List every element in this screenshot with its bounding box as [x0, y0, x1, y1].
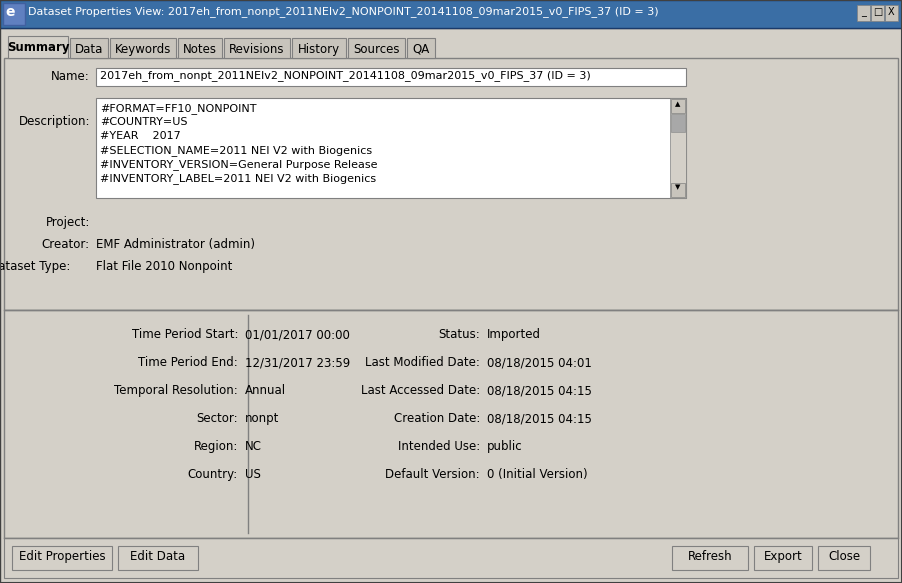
- Bar: [348, 38, 405, 58]
- Bar: [118, 546, 198, 570]
- Text: Region:: Region:: [194, 440, 238, 453]
- Text: Keywords: Keywords: [115, 43, 171, 56]
- Text: Close: Close: [828, 550, 861, 563]
- Bar: [224, 38, 290, 58]
- Text: Sector:: Sector:: [197, 412, 238, 425]
- Text: Temporal Resolution:: Temporal Resolution:: [115, 384, 238, 397]
- Bar: [818, 546, 870, 570]
- Bar: [110, 38, 176, 58]
- Text: public: public: [487, 440, 522, 453]
- Bar: [885, 5, 898, 21]
- Text: #COUNTRY=US: #COUNTRY=US: [100, 117, 188, 127]
- Bar: [4, 538, 898, 578]
- Text: nonpt: nonpt: [245, 412, 280, 425]
- Text: Country:: Country:: [188, 468, 238, 481]
- Text: Time Period End:: Time Period End:: [138, 356, 238, 369]
- Text: 2017eh_from_nonpt_2011NEIv2_NONPOINT_20141108_09mar2015_v0_FIPS_37 (ID = 3): 2017eh_from_nonpt_2011NEIv2_NONPOINT_201…: [100, 70, 591, 81]
- Text: #INVENTORY_VERSION=General Purpose Release: #INVENTORY_VERSION=General Purpose Relea…: [100, 159, 378, 170]
- Text: Refresh: Refresh: [687, 550, 732, 563]
- Text: e: e: [5, 5, 14, 19]
- Bar: [671, 99, 685, 113]
- Text: 12/31/2017 23:59: 12/31/2017 23:59: [245, 356, 350, 369]
- Text: Annual: Annual: [245, 384, 286, 397]
- Text: Project:: Project:: [46, 216, 90, 229]
- Text: Data: Data: [75, 43, 103, 56]
- Bar: [670, 98, 686, 198]
- Text: #FORMAT=FF10_NONPOINT: #FORMAT=FF10_NONPOINT: [100, 103, 256, 114]
- Text: 08/18/2015 04:01: 08/18/2015 04:01: [487, 356, 592, 369]
- Bar: [292, 38, 346, 58]
- Bar: [4, 310, 898, 538]
- Text: Revisions: Revisions: [229, 43, 285, 56]
- Bar: [672, 546, 748, 570]
- Bar: [871, 5, 884, 21]
- Text: Last Accessed Date:: Last Accessed Date:: [361, 384, 480, 397]
- Text: Status:: Status:: [438, 328, 480, 341]
- Text: 01/01/2017 00:00: 01/01/2017 00:00: [245, 328, 350, 341]
- Text: Sources: Sources: [354, 43, 400, 56]
- Bar: [8, 36, 68, 58]
- Text: QA: QA: [412, 43, 429, 56]
- Bar: [857, 5, 870, 21]
- Bar: [96, 68, 686, 86]
- Text: Last Modified Date:: Last Modified Date:: [365, 356, 480, 369]
- Text: Creation Date:: Creation Date:: [393, 412, 480, 425]
- Bar: [12, 546, 112, 570]
- Text: EMF Administrator (admin): EMF Administrator (admin): [96, 238, 255, 251]
- Text: ▲: ▲: [676, 101, 681, 107]
- Bar: [4, 58, 898, 310]
- Bar: [0, 0, 902, 28]
- Text: #YEAR    2017: #YEAR 2017: [100, 131, 180, 141]
- Text: Time Period Start:: Time Period Start:: [132, 328, 238, 341]
- Text: Intended Use:: Intended Use:: [398, 440, 480, 453]
- Bar: [754, 546, 812, 570]
- Text: Notes: Notes: [183, 43, 217, 56]
- Bar: [70, 38, 108, 58]
- Bar: [671, 183, 685, 197]
- Text: Edit Properties: Edit Properties: [19, 550, 106, 563]
- Bar: [178, 38, 222, 58]
- Text: 0 (Initial Version): 0 (Initial Version): [487, 468, 587, 481]
- Text: Export: Export: [764, 550, 803, 563]
- Text: Dataset Properties View: 2017eh_from_nonpt_2011NEIv2_NONPOINT_20141108_09mar2015: Dataset Properties View: 2017eh_from_non…: [28, 6, 658, 17]
- Text: X: X: [888, 7, 895, 17]
- Text: 08/18/2015 04:15: 08/18/2015 04:15: [487, 384, 592, 397]
- Text: Creator:: Creator:: [41, 238, 90, 251]
- Text: □: □: [873, 7, 882, 17]
- Text: #SELECTION_NAME=2011 NEI V2 with Biogenics: #SELECTION_NAME=2011 NEI V2 with Biogeni…: [100, 145, 373, 156]
- Text: Edit Data: Edit Data: [131, 550, 186, 563]
- Text: Imported: Imported: [487, 328, 541, 341]
- Text: Dataset Type:: Dataset Type:: [0, 260, 70, 273]
- Text: Default Version:: Default Version:: [385, 468, 480, 481]
- Text: Name:: Name:: [51, 70, 90, 83]
- Text: ▼: ▼: [676, 184, 681, 190]
- Text: Summary: Summary: [6, 41, 69, 54]
- Text: NC: NC: [245, 440, 262, 453]
- Text: #INVENTORY_LABEL=2011 NEI V2 with Biogenics: #INVENTORY_LABEL=2011 NEI V2 with Biogen…: [100, 173, 376, 184]
- Text: 08/18/2015 04:15: 08/18/2015 04:15: [487, 412, 592, 425]
- Text: US: US: [245, 468, 261, 481]
- Bar: [671, 114, 685, 132]
- Text: History: History: [298, 43, 340, 56]
- Text: Description:: Description:: [19, 115, 90, 128]
- Bar: [3, 3, 25, 25]
- Bar: [96, 98, 686, 198]
- Text: _: _: [861, 7, 866, 17]
- Text: Flat File 2010 Nonpoint: Flat File 2010 Nonpoint: [96, 260, 233, 273]
- Bar: [407, 38, 435, 58]
